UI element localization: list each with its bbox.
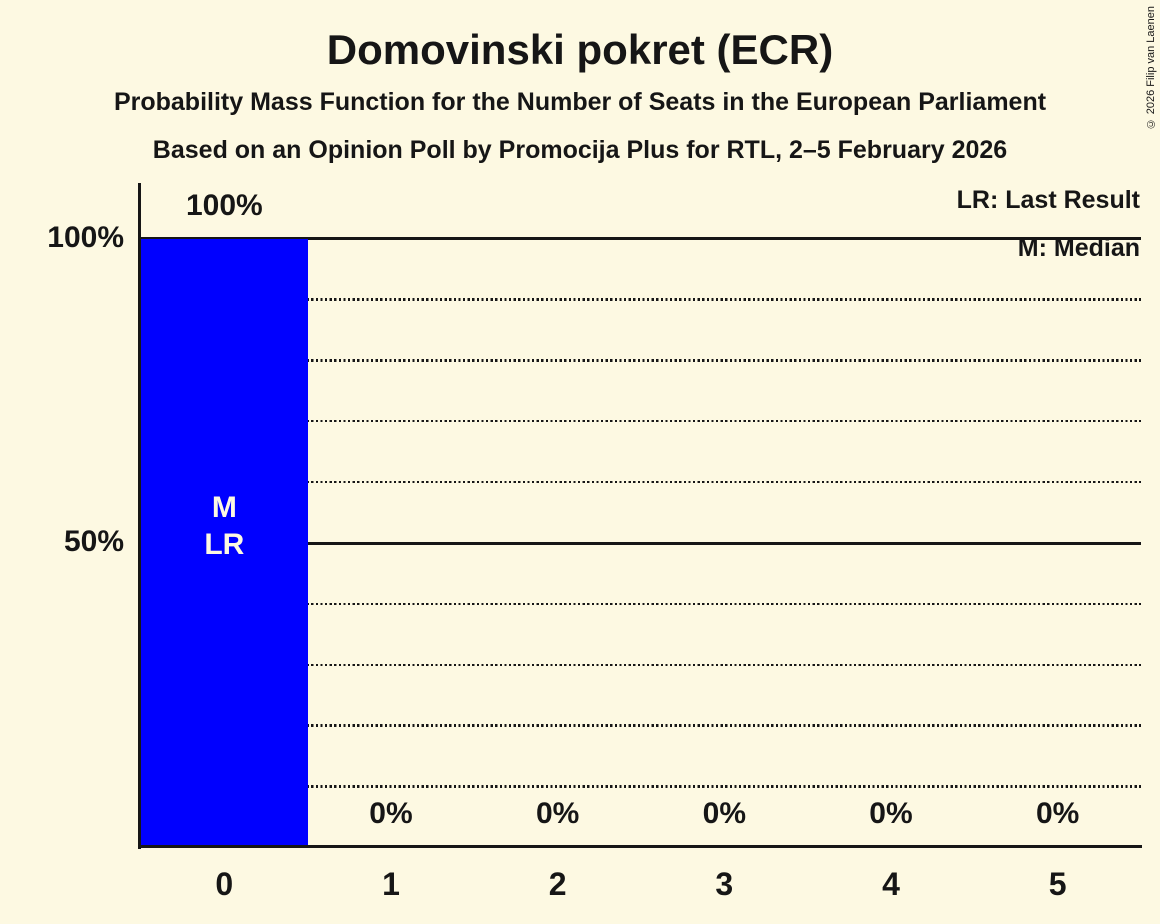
chart-title: Domovinski pokret (ECR) xyxy=(326,26,834,73)
gridline-dotted-30 xyxy=(141,663,1141,667)
gridline-dotted-60 xyxy=(141,480,1141,484)
bar-value-label-seat-4: 0% xyxy=(869,797,913,830)
y-tick-label-50: 50% xyxy=(63,525,124,558)
bar-value-label-seat-1: 0% xyxy=(369,797,413,830)
legend-median: M: Median xyxy=(1017,234,1140,262)
x-tick-label-1: 1 xyxy=(382,866,400,902)
x-tick-label-0: 0 xyxy=(215,866,234,902)
bar-seat-0 xyxy=(141,238,308,846)
gridline-solid-50 xyxy=(141,541,1141,545)
bar-value-label-seat-3: 0% xyxy=(702,797,746,830)
x-tick-label-5: 5 xyxy=(1048,866,1067,902)
median-last-result-marker: M LR xyxy=(204,491,245,561)
bar-value-label-seat-5: 0% xyxy=(1035,797,1080,830)
bar-value-label-seat-2: 0% xyxy=(535,797,580,830)
chart-subtitle-source: Based on an Opinion Poll by Promocija Pl… xyxy=(152,136,1008,164)
gridline-solid-100 xyxy=(141,237,1141,240)
legend-last-result: LR: Last Result xyxy=(956,186,1140,214)
gridline-dotted-70 xyxy=(141,419,1141,423)
gridline-dotted-90 xyxy=(141,298,1141,301)
x-tick-label-4: 4 xyxy=(882,866,900,902)
chart-subtitle: Probability Mass Function for the Number… xyxy=(113,88,1047,116)
bar-value-label-seat-0: 100% xyxy=(185,188,263,222)
gridline-dotted-20 xyxy=(141,724,1141,727)
gridline-dotted-10 xyxy=(141,785,1141,788)
gridline-dotted-80 xyxy=(141,359,1141,362)
x-tick-label-2: 2 xyxy=(548,866,567,902)
gridline-dotted-40 xyxy=(141,602,1141,606)
y-axis-line xyxy=(138,183,141,849)
x-tick-label-3: 3 xyxy=(715,866,734,902)
x-axis-line xyxy=(138,845,1142,848)
y-tick-label-100: 100% xyxy=(47,220,124,254)
